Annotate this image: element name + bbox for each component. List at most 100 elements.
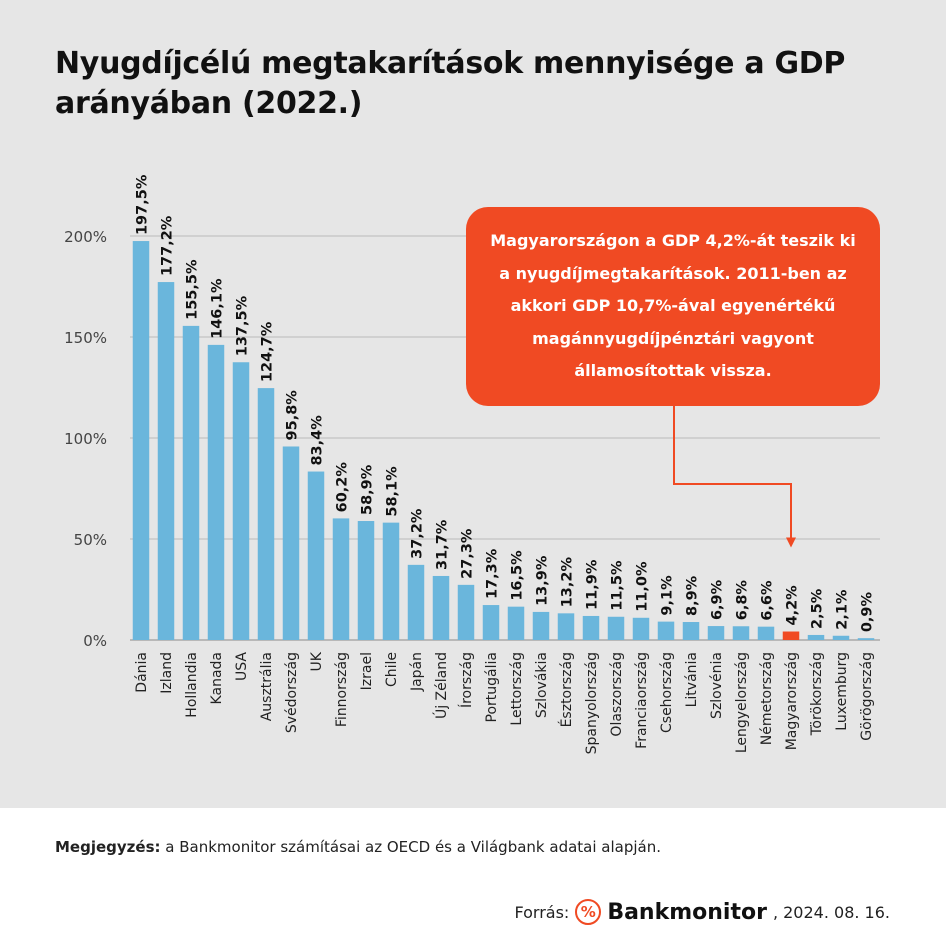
y-tick-label: 100% — [64, 430, 107, 448]
category-label: Finnország — [334, 652, 350, 727]
category-label: Luxemburg — [834, 652, 850, 731]
data-label: 60,2% — [335, 462, 351, 513]
data-label: 0,9% — [860, 591, 876, 632]
category-label: Magyarország — [784, 652, 800, 750]
data-label: 37,2% — [410, 508, 426, 559]
data-label: 11,9% — [585, 559, 601, 610]
category-label: Spanyolország — [584, 652, 600, 754]
bar — [832, 635, 850, 640]
data-label: 16,5% — [510, 550, 526, 601]
data-label: 4,2% — [785, 585, 801, 626]
category-label: Svédország — [284, 652, 300, 733]
data-label: 13,2% — [560, 557, 576, 608]
data-label: 27,3% — [460, 528, 476, 579]
bar — [157, 282, 175, 640]
source-label: Forrás: — [514, 902, 570, 922]
category-label: Törökország — [809, 652, 825, 736]
data-label: 2,5% — [810, 588, 826, 629]
bar-chart: 0% 50% 100% 150% 200% 197,5% Dánia 177,2% Izland… — [64, 174, 880, 754]
category-label: Új Zéland — [432, 652, 450, 719]
bar — [807, 634, 825, 640]
category-label: Lettország — [509, 652, 525, 726]
arrow-head — [786, 537, 796, 548]
data-label: 83,4% — [310, 415, 326, 466]
category-label: Lengyelország — [734, 652, 750, 753]
data-label: 31,7% — [435, 519, 451, 570]
data-label: 13,9% — [535, 555, 551, 606]
brand-name: Bankmonitor — [607, 899, 767, 925]
category-label: Chile — [384, 652, 400, 687]
category-label: Szlovénia — [709, 652, 725, 719]
bar — [332, 518, 350, 640]
bar — [632, 617, 650, 640]
bar — [132, 241, 150, 641]
category-label: Németország — [759, 652, 775, 745]
callout-text: Magyarországon a GDP 4,2%-át teszik ki a… — [490, 231, 856, 381]
percent-icon: % — [575, 899, 602, 925]
bar — [432, 575, 450, 640]
category-label: Hollandia — [184, 652, 200, 718]
y-tick-label: 50% — [74, 531, 107, 549]
callout-connector — [673, 406, 792, 540]
bar — [507, 606, 525, 640]
category-label: USA — [234, 652, 250, 681]
bar — [307, 471, 325, 640]
data-label: 6,9% — [710, 579, 726, 620]
bar — [732, 626, 750, 640]
bar — [657, 621, 675, 640]
bar — [707, 626, 725, 640]
category-label: Csehország — [659, 652, 675, 733]
y-tick-label: 150% — [64, 329, 107, 347]
data-label: 8,9% — [685, 575, 701, 616]
data-label: 11,0% — [635, 561, 651, 612]
footnote-text: a Bankmonitor számításai az OECD és a Vi… — [160, 838, 661, 856]
data-label: 6,8% — [735, 580, 751, 621]
data-label: 155,5% — [185, 259, 201, 320]
data-label: 58,1% — [385, 466, 401, 517]
category-label: Írország — [458, 652, 475, 708]
bar — [532, 611, 550, 640]
source-date: , 2024. 08. 16. — [772, 902, 890, 922]
bar — [357, 521, 375, 640]
category-label: Szlovákia — [534, 652, 550, 718]
category-label: Litvánia — [684, 652, 700, 707]
footnote-label: Megjegyzés: — [55, 838, 161, 856]
bar — [557, 613, 575, 640]
data-label: 9,1% — [660, 575, 676, 616]
category-label: Észtország — [558, 652, 575, 727]
bar — [857, 638, 875, 640]
category-label: Franciaország — [634, 652, 650, 749]
data-label: 6,6% — [760, 580, 776, 621]
bar — [382, 522, 400, 640]
data-label: 58,9% — [360, 464, 376, 515]
category-label: Izland — [159, 652, 175, 694]
y-tick-label: 0% — [83, 632, 107, 650]
category-label: UK — [309, 651, 325, 671]
source-line: Forrás: % Bankmonitor, 2024. 08. 16. — [514, 899, 890, 925]
bar — [232, 362, 250, 640]
bar — [607, 616, 625, 640]
data-label: 137,5% — [235, 295, 251, 356]
bar — [457, 584, 475, 640]
y-tick-label: 200% — [64, 228, 107, 246]
bar — [482, 605, 500, 640]
data-label: 146,1% — [210, 278, 226, 339]
data-label: 197,5% — [135, 174, 151, 235]
category-label: Görögország — [859, 652, 875, 741]
category-label: Izrael — [359, 652, 375, 690]
category-label: Olaszország — [609, 652, 625, 737]
data-label: 95,8% — [285, 390, 301, 441]
category-label: Japán — [409, 652, 425, 692]
category-label: Ausztrália — [259, 652, 275, 721]
bar — [407, 564, 425, 640]
data-label: 2,1% — [835, 589, 851, 630]
data-label: 17,3% — [485, 548, 501, 599]
bar — [282, 446, 300, 640]
category-label: Kanada — [209, 652, 225, 704]
category-label: Portugália — [484, 652, 500, 722]
footnote: Megjegyzés: a Bankmonitor számításai az … — [55, 838, 661, 856]
data-label: 124,7% — [260, 321, 276, 382]
bar — [182, 325, 200, 640]
bar — [582, 615, 600, 640]
hungary-callout: Magyarországon a GDP 4,2%-át teszik ki a… — [466, 207, 880, 406]
